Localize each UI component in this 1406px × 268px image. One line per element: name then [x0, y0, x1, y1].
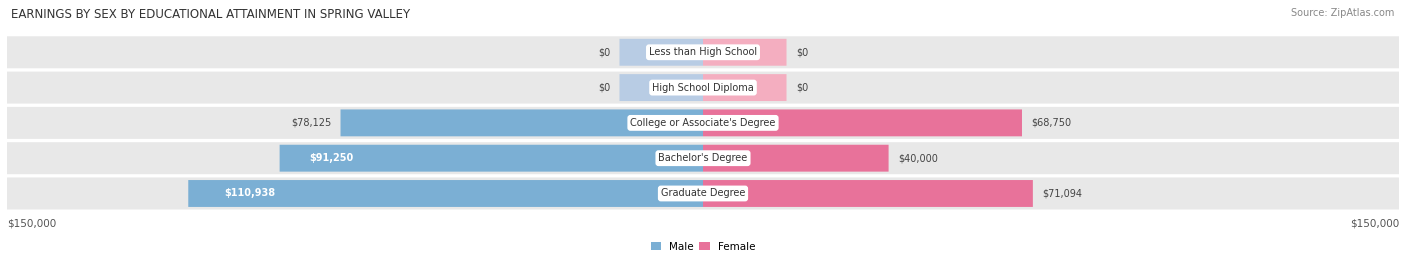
FancyBboxPatch shape: [620, 74, 703, 101]
Text: EARNINGS BY SEX BY EDUCATIONAL ATTAINMENT IN SPRING VALLEY: EARNINGS BY SEX BY EDUCATIONAL ATTAINMEN…: [11, 8, 411, 21]
Text: $0: $0: [796, 83, 808, 92]
Text: Source: ZipAtlas.com: Source: ZipAtlas.com: [1291, 8, 1395, 18]
Text: $110,938: $110,938: [225, 188, 276, 199]
Text: $71,094: $71,094: [1042, 188, 1083, 199]
Text: Graduate Degree: Graduate Degree: [661, 188, 745, 199]
FancyBboxPatch shape: [7, 107, 1399, 139]
FancyBboxPatch shape: [703, 145, 889, 172]
FancyBboxPatch shape: [620, 39, 703, 66]
Text: $0: $0: [796, 47, 808, 57]
FancyBboxPatch shape: [340, 109, 703, 136]
Text: College or Associate's Degree: College or Associate's Degree: [630, 118, 776, 128]
Text: $0: $0: [598, 47, 610, 57]
Text: $40,000: $40,000: [898, 153, 938, 163]
Text: High School Diploma: High School Diploma: [652, 83, 754, 92]
FancyBboxPatch shape: [7, 36, 1399, 68]
FancyBboxPatch shape: [703, 180, 1033, 207]
FancyBboxPatch shape: [7, 142, 1399, 174]
Text: $0: $0: [598, 83, 610, 92]
FancyBboxPatch shape: [188, 180, 703, 207]
Text: $150,000: $150,000: [1350, 218, 1399, 229]
FancyBboxPatch shape: [703, 74, 786, 101]
FancyBboxPatch shape: [280, 145, 703, 172]
FancyBboxPatch shape: [703, 39, 786, 66]
Text: Bachelor's Degree: Bachelor's Degree: [658, 153, 748, 163]
Text: $150,000: $150,000: [7, 218, 56, 229]
Text: Less than High School: Less than High School: [650, 47, 756, 57]
FancyBboxPatch shape: [703, 109, 1022, 136]
Text: $91,250: $91,250: [309, 153, 353, 163]
Legend: Male, Female: Male, Female: [647, 237, 759, 256]
Text: $78,125: $78,125: [291, 118, 332, 128]
Text: $68,750: $68,750: [1031, 118, 1071, 128]
FancyBboxPatch shape: [7, 177, 1399, 210]
FancyBboxPatch shape: [7, 72, 1399, 104]
